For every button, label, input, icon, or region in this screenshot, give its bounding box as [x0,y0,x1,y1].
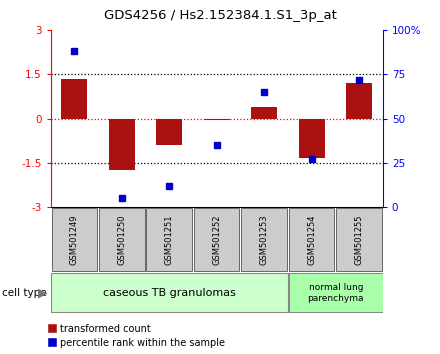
Text: GSM501253: GSM501253 [260,215,269,265]
Text: GSM501249: GSM501249 [70,215,79,265]
Text: cell type: cell type [2,288,47,298]
FancyBboxPatch shape [194,209,239,271]
FancyBboxPatch shape [336,209,382,271]
FancyBboxPatch shape [242,209,287,271]
Text: GSM501252: GSM501252 [212,215,221,265]
Legend: transformed count, percentile rank within the sample: transformed count, percentile rank withi… [47,322,227,349]
Bar [204,119,230,120]
Bar [251,107,277,119]
Text: GSM501250: GSM501250 [117,215,126,265]
FancyBboxPatch shape [51,273,288,313]
FancyBboxPatch shape [51,209,97,271]
Text: GSM501254: GSM501254 [307,215,316,265]
Text: GDS4256 / Hs2.152384.1.S1_3p_at: GDS4256 / Hs2.152384.1.S1_3p_at [103,9,337,22]
Text: ▶: ▶ [38,286,48,299]
Text: caseous TB granulomas: caseous TB granulomas [103,288,236,298]
Bar [109,119,135,170]
FancyBboxPatch shape [99,209,145,271]
FancyBboxPatch shape [289,209,334,271]
Text: normal lung
parenchyma: normal lung parenchyma [308,283,364,303]
FancyBboxPatch shape [147,209,192,271]
Bar [346,83,372,119]
Bar [61,79,88,119]
Text: GSM501255: GSM501255 [355,215,363,265]
Text: GSM501251: GSM501251 [165,215,174,265]
Bar [299,119,325,159]
FancyBboxPatch shape [289,273,383,313]
Bar [156,119,182,145]
